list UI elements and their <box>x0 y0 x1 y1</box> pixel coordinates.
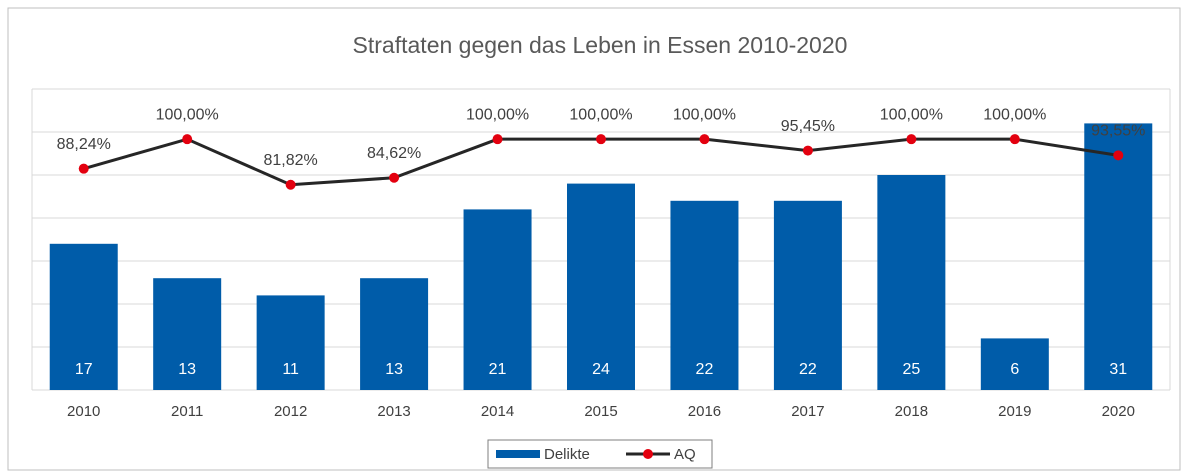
line-marker <box>596 134 606 145</box>
x-tick-label: 2010 <box>67 403 100 420</box>
bar-value-label: 11 <box>282 361 299 378</box>
bar <box>463 209 532 390</box>
bar <box>877 175 946 390</box>
bar <box>256 295 325 390</box>
x-tick-label: 2017 <box>791 403 824 420</box>
bar-value-label: 17 <box>75 361 93 378</box>
x-tick-label: 2012 <box>274 403 307 420</box>
line-marker <box>389 172 400 183</box>
bar-value-label: 24 <box>592 361 610 378</box>
line-marker <box>182 134 193 145</box>
line-marker <box>699 134 710 145</box>
line-marker <box>78 163 89 174</box>
bar <box>567 183 635 390</box>
legend-marker <box>643 449 653 459</box>
bar <box>1084 123 1153 391</box>
line-marker <box>906 134 917 145</box>
line-value-label: 100,00% <box>880 106 943 123</box>
line-value-label: 100,00% <box>983 106 1046 123</box>
bar <box>360 278 429 390</box>
x-tick-label: 2015 <box>584 403 617 420</box>
line-value-label: 84,62% <box>367 145 421 162</box>
line-marker <box>802 145 813 156</box>
line-marker <box>285 179 296 190</box>
bar <box>773 200 842 390</box>
chart-title: Straftaten gegen das Leben in Essen 2010… <box>353 32 848 58</box>
legend-swatch <box>496 450 540 458</box>
line-marker <box>1113 150 1124 161</box>
line-value-label: 100,00% <box>156 106 219 123</box>
x-tick-label: 2011 <box>171 403 203 420</box>
line-marker <box>1009 134 1020 145</box>
line-value-label: 100,00% <box>673 106 736 123</box>
x-tick-label: 2013 <box>377 403 410 420</box>
x-tick-label: 2016 <box>688 403 721 420</box>
x-tick-label: 2020 <box>1102 403 1135 420</box>
line-value-label: 95,45% <box>781 118 835 135</box>
bar-value-label: 13 <box>385 361 403 378</box>
line-value-label: 100,00% <box>569 106 632 123</box>
line-value-label: 93,55% <box>1091 123 1145 140</box>
bar-value-label: 31 <box>1109 361 1127 378</box>
line-marker <box>492 134 503 145</box>
bar <box>980 338 1049 390</box>
legend-label: Delikte <box>544 446 590 463</box>
x-tick-label: 2018 <box>895 403 928 420</box>
bar-value-label: 13 <box>178 361 196 378</box>
line-value-label: 88,24% <box>57 136 111 153</box>
bar-value-label: 21 <box>489 361 507 378</box>
bar-value-label: 25 <box>902 361 920 378</box>
x-tick-label: 2014 <box>481 403 514 420</box>
bar <box>670 200 739 390</box>
bar <box>49 243 118 390</box>
bar-value-label: 22 <box>799 361 817 378</box>
line-value-label: 81,82% <box>264 152 318 169</box>
bar-value-label: 6 <box>1010 361 1019 378</box>
bar-value-label: 22 <box>696 361 714 378</box>
bar <box>153 278 222 390</box>
legend-label: AQ <box>674 446 696 463</box>
x-tick-label: 2019 <box>998 403 1031 420</box>
line-value-label: 100,00% <box>466 106 529 123</box>
